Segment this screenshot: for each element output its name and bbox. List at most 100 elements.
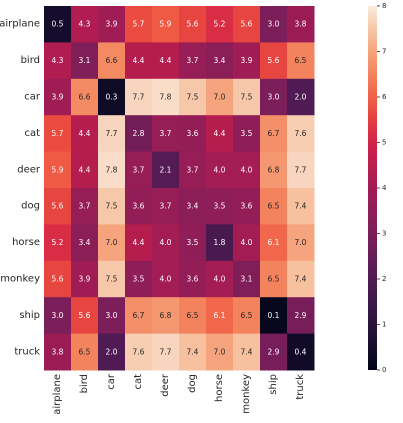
heatmap-cell-value: 2.9 [268, 347, 280, 356]
heatmap-cell-value: 4.0 [241, 238, 253, 247]
y-tick-label: car [24, 92, 41, 103]
heatmap-cell-value: 4.0 [214, 275, 226, 284]
y-tick-label: deer [17, 164, 41, 175]
heatmap-cell [287, 260, 315, 298]
heatmap-cell [152, 333, 180, 371]
heatmap-cell [152, 42, 180, 80]
heatmap-cell-value: 5.9 [160, 20, 172, 29]
heatmap-cell-value: 3.6 [187, 129, 199, 138]
heatmap-cell [179, 297, 207, 335]
heatmap-cell-value: 5.6 [52, 275, 64, 284]
y-tick-label: airplane [0, 19, 40, 30]
colorbar-tick-label: 7 [382, 48, 386, 56]
heatmap-cell-value: 4.0 [214, 165, 226, 174]
heatmap-cell-value: 5.2 [52, 238, 64, 247]
heatmap-cell-value: 7.5 [241, 93, 253, 102]
x-tick-label: dog [187, 374, 198, 393]
heatmap-cell [71, 151, 99, 189]
heatmap-cell-value: 6.7 [268, 129, 280, 138]
heatmap-cell [125, 333, 153, 371]
y-axis-tick-labels: airplane bird car cat deer dog horse monkey ship… [0, 19, 41, 358]
heatmap-cell-value: 3.4 [214, 56, 226, 65]
heatmap-cell-value: 5.6 [241, 20, 253, 29]
heatmap-cell [44, 78, 72, 116]
heatmap-cell [206, 151, 234, 189]
heatmap-cell [44, 260, 72, 298]
heatmap-cell-value: 7.4 [241, 347, 253, 356]
heatmap-cell-value: 7.4 [187, 347, 199, 356]
heatmap-cell-value: 2.9 [295, 311, 307, 320]
heatmap-cell [260, 151, 288, 189]
heatmap-cell [287, 78, 315, 116]
heatmap-cell [206, 78, 234, 116]
heatmap-cell-value: 1.8 [214, 238, 226, 247]
heatmap-cell [206, 6, 234, 43]
heatmap-cell-value: 7.7 [160, 347, 172, 356]
heatmap-cell-value: 5.7 [52, 129, 64, 138]
heatmap-cell-value: 7.5 [106, 202, 118, 211]
heatmap-cell [98, 260, 126, 298]
heatmap-cell [125, 42, 153, 80]
heatmap-cell [152, 78, 180, 116]
heatmap-cell [125, 188, 153, 225]
x-tick-label: horse [214, 374, 225, 402]
heatmap-cell [260, 188, 288, 225]
y-tick-label: cat [24, 128, 40, 139]
x-tick-label: bird [79, 374, 90, 393]
x-tick-label: ship [268, 374, 279, 395]
heatmap-cell [152, 115, 180, 153]
heatmap-cell [125, 151, 153, 189]
heatmap-cell [206, 188, 234, 225]
heatmap-cell [233, 333, 261, 371]
heatmap-cell-value: 2.0 [295, 93, 307, 102]
heatmap-cell-value: 5.9 [52, 165, 64, 174]
colorbar-tick-label: 8 [382, 2, 386, 10]
heatmap-cell [179, 188, 207, 225]
heatmap-cell [260, 297, 288, 335]
heatmap-cell [233, 115, 261, 153]
heatmap-cell-value: 7.7 [106, 129, 118, 138]
heatmap-cell-value: 6.8 [268, 165, 280, 174]
heatmap-cell [287, 151, 315, 189]
x-tick-label: cat [133, 374, 144, 390]
heatmap-cell [206, 260, 234, 298]
heatmap-cell-value: 7.8 [106, 165, 118, 174]
heatmap-cell-value: 3.4 [79, 238, 91, 247]
heatmap-cell-value: 5.7 [133, 20, 145, 29]
y-tick-label: truck [14, 346, 40, 357]
x-tick-label: car [106, 373, 117, 390]
heatmap-cell [98, 151, 126, 189]
heatmap-cell [287, 6, 315, 43]
y-tick-label: bird [21, 55, 40, 66]
heatmap-cell-value: 4.4 [133, 56, 145, 65]
heatmap-cell-value: 7.4 [295, 202, 307, 211]
heatmap-cell-value: 6.5 [268, 202, 280, 211]
heatmap-cell-value: 3.9 [106, 20, 118, 29]
heatmap-cell-value: 3.0 [268, 20, 280, 29]
heatmap-cell-value: 4.4 [79, 129, 91, 138]
heatmap-cell [152, 260, 180, 298]
heatmap-cell-value: 7.5 [187, 93, 199, 102]
y-tick-label: ship [19, 310, 40, 321]
heatmap-cell [71, 6, 99, 43]
heatmap-cell-value: 3.7 [160, 129, 172, 138]
heatmap-cell [233, 260, 261, 298]
heatmap-cell-value: 3.1 [79, 56, 91, 65]
heatmap-cell [98, 42, 126, 80]
heatmap-cell [71, 42, 99, 80]
heatmap-cell-value: 5.6 [52, 202, 64, 211]
heatmap-cell [287, 224, 315, 262]
heatmap-cell-value: 3.7 [160, 202, 172, 211]
x-tick-label: airplane [52, 374, 63, 415]
heatmap-cell-value: 7.0 [214, 347, 226, 356]
heatmap-cell [233, 297, 261, 335]
heatmap-cell [233, 42, 261, 80]
heatmap-cell [152, 151, 180, 189]
heatmap-cell [98, 224, 126, 262]
heatmap-cell [233, 151, 261, 189]
heatmap-cell-value: 3.7 [133, 165, 145, 174]
heatmap-cell [260, 78, 288, 116]
colorbar-tick-label: 4 [382, 184, 387, 192]
heatmap-cell-value: 4.4 [160, 56, 172, 65]
